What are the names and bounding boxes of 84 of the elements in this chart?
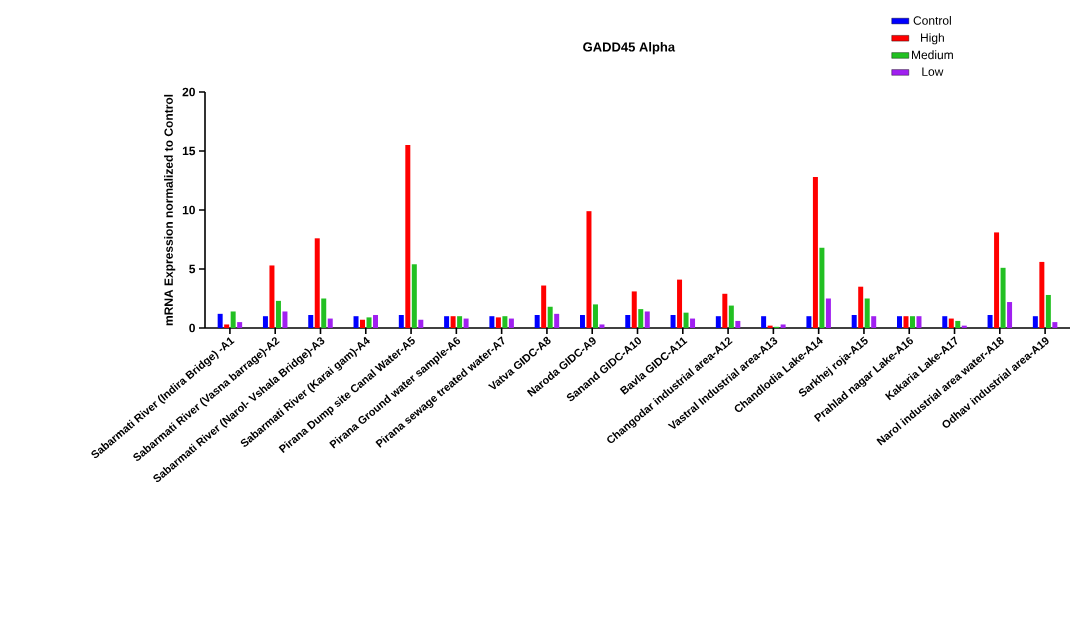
bar — [314, 238, 320, 328]
bar — [457, 316, 463, 328]
y-tick-label: 10 — [182, 205, 195, 215]
bar — [269, 265, 275, 328]
bar — [871, 316, 877, 328]
bar — [955, 320, 961, 328]
bar — [579, 315, 585, 328]
bar — [896, 316, 902, 328]
bar — [670, 315, 676, 328]
bar — [916, 316, 922, 328]
bar — [444, 316, 450, 328]
chart-title: GADD45 Alpha — [583, 42, 676, 55]
bar — [942, 316, 948, 328]
bar — [806, 316, 812, 328]
y-tick-label: 15 — [182, 146, 196, 156]
bar — [1007, 302, 1013, 328]
bar — [761, 316, 767, 328]
bar — [489, 316, 495, 328]
bar — [373, 315, 379, 328]
bar — [690, 318, 696, 328]
bar — [819, 247, 825, 328]
y-tick-label: 0 — [189, 323, 195, 333]
bar — [366, 317, 372, 328]
bar — [275, 300, 281, 328]
bar — [677, 279, 683, 328]
bar — [353, 316, 359, 328]
bar — [987, 315, 993, 328]
bar — [405, 145, 411, 328]
bar — [463, 318, 469, 328]
bar — [321, 298, 327, 328]
bar — [1052, 322, 1058, 328]
bar — [994, 232, 1000, 328]
y-tick-label: 5 — [189, 264, 196, 274]
bar — [360, 319, 366, 328]
bar — [948, 318, 954, 328]
y-tick-label: 20 — [182, 87, 195, 97]
bar — [638, 309, 644, 328]
bar — [411, 264, 417, 328]
legend-label: Medium — [912, 50, 953, 60]
bar — [495, 317, 501, 328]
bar — [534, 315, 540, 328]
bar — [1039, 261, 1045, 328]
bar — [1045, 294, 1051, 328]
bar — [586, 211, 592, 328]
bar — [683, 312, 689, 328]
bar — [230, 311, 236, 328]
bar — [864, 298, 870, 328]
bar — [812, 176, 818, 328]
y-axis-title: mRNA Expression normalized to Control — [164, 94, 176, 326]
bar — [224, 324, 230, 328]
bar — [722, 293, 728, 328]
bar — [418, 319, 424, 328]
bar — [262, 316, 268, 328]
bar — [327, 318, 333, 328]
bar — [508, 318, 514, 328]
bar — [308, 315, 314, 328]
bar — [1000, 267, 1006, 328]
bar — [909, 316, 915, 328]
bar — [282, 311, 288, 328]
legend-label: High — [921, 33, 944, 45]
legend-label: Low — [922, 67, 944, 76]
bar — [780, 324, 786, 328]
bar — [398, 315, 404, 328]
legend-label: Control — [913, 15, 951, 25]
bar — [599, 324, 605, 328]
bar — [858, 286, 864, 328]
bar — [1032, 316, 1038, 328]
bar — [237, 322, 243, 328]
bar — [903, 316, 909, 328]
bar — [644, 311, 650, 328]
bar — [554, 313, 560, 328]
bar — [541, 285, 547, 328]
bar — [592, 304, 598, 328]
bar — [631, 291, 637, 328]
bar — [502, 316, 508, 328]
bar — [735, 320, 741, 328]
bar — [715, 316, 721, 328]
bar — [217, 313, 223, 328]
bar — [625, 315, 631, 328]
bar — [825, 298, 831, 328]
bar — [728, 305, 734, 328]
bar — [547, 306, 553, 328]
bar — [851, 315, 857, 328]
bar — [450, 316, 456, 328]
